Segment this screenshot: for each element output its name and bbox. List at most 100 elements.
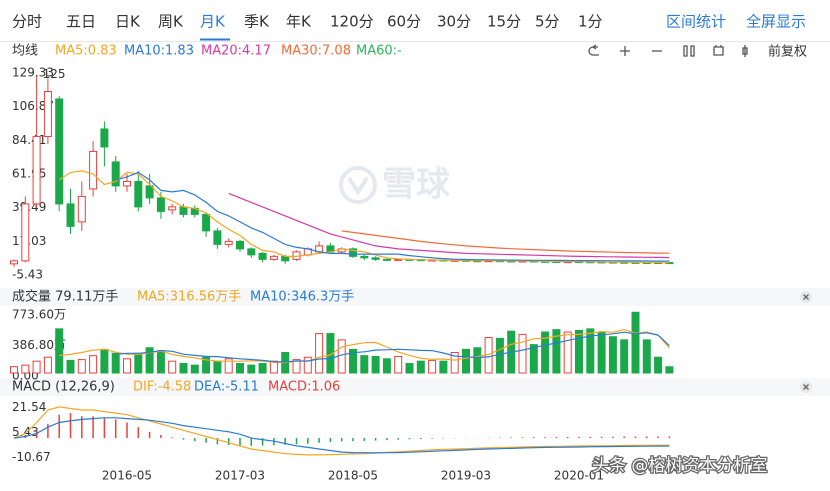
candle-icon[interactable] xyxy=(742,45,748,57)
close-x[interactable] xyxy=(803,384,809,390)
volume-bar xyxy=(292,359,301,374)
volume-bar xyxy=(258,363,267,374)
period-tab[interactable]: 5分 xyxy=(535,13,560,31)
adjust-mode[interactable]: 前复权 xyxy=(768,44,807,60)
y-tick-label: 21.54 xyxy=(12,400,46,414)
candle-body xyxy=(66,203,75,227)
volume-bar xyxy=(450,351,459,374)
period-tab[interactable]: 分时 xyxy=(12,13,42,31)
y-tick-label: -10.67 xyxy=(12,450,51,464)
volume-bar xyxy=(575,329,583,374)
y-tick-label: 84.41 xyxy=(12,133,46,147)
legend-entry: MA5:0.83 xyxy=(55,44,117,59)
period-tab[interactable]: 周K xyxy=(158,13,184,31)
zoom-in-icon[interactable] xyxy=(620,46,630,56)
x-tick-label: 2019-03 xyxy=(441,469,491,483)
volume-bar xyxy=(462,348,470,374)
candle-body xyxy=(179,206,188,215)
volume-bar xyxy=(236,363,244,374)
volume-bar xyxy=(326,333,335,374)
period-tab[interactable]: 1分 xyxy=(578,13,603,31)
period-tab[interactable]: 60分 xyxy=(387,13,421,31)
toolbar-icons xyxy=(588,44,748,57)
volume-bar xyxy=(168,360,177,374)
volume-bar xyxy=(100,348,109,374)
candle-body xyxy=(123,180,131,187)
legend-title: 均线 xyxy=(12,44,38,59)
volume-bar xyxy=(473,347,482,374)
candle-body xyxy=(202,213,211,232)
candle-body xyxy=(269,255,278,260)
volume-bar xyxy=(608,336,617,374)
period-tab[interactable]: 120分 xyxy=(330,13,374,31)
period-tab[interactable]: 日K xyxy=(115,13,141,31)
x-tick-label: 2017-03 xyxy=(215,469,265,483)
credit-watermark: 头条 @榕树资本分析室 xyxy=(592,456,767,476)
legend-entry: MA10:1.83 xyxy=(124,44,194,59)
volume-bar xyxy=(123,358,131,374)
volume-bar xyxy=(541,331,550,374)
candle-body xyxy=(21,203,30,262)
volume-bar xyxy=(665,366,674,374)
undo-icon[interactable] xyxy=(588,44,599,56)
volume-bar xyxy=(213,360,222,374)
x-tick-label: 2020-01 xyxy=(554,469,604,483)
logo-ring xyxy=(339,166,377,204)
legend-title: MACD (12,26,9) xyxy=(12,380,115,395)
volume-legend-row xyxy=(0,288,830,306)
indicator-line xyxy=(13,406,670,456)
fullscreen-button[interactable]: 全屏显示 xyxy=(746,13,806,31)
range-stats-button[interactable]: 区间统计 xyxy=(666,13,726,31)
calendar-icon[interactable] xyxy=(713,45,724,56)
candle-body xyxy=(145,185,154,199)
period-tab[interactable]: 月K xyxy=(200,13,226,31)
indicator-line xyxy=(115,331,670,363)
legend-entry: MA60:- xyxy=(356,44,402,59)
volume-bar xyxy=(529,344,538,374)
legend-entry: DIF:-4.58 xyxy=(133,380,191,395)
period-tab[interactable]: 季K xyxy=(244,13,270,31)
period-tab[interactable]: 年K xyxy=(286,13,312,31)
candle-body xyxy=(32,135,41,205)
volume-bar xyxy=(55,328,64,374)
watermark: 雪球 xyxy=(382,165,451,205)
close-x[interactable] xyxy=(803,294,809,300)
volume-bar xyxy=(77,359,86,374)
legend-entry: MACD:1.06 xyxy=(268,380,340,395)
y-tick-label: 773.60万 xyxy=(12,308,66,322)
legend-entry: MA30:7.08 xyxy=(281,44,351,59)
watermark-logo: 雪球 xyxy=(339,165,451,205)
volume-bar xyxy=(247,364,256,374)
volume-bar xyxy=(10,366,18,374)
volume-bar xyxy=(134,352,143,374)
candle-body xyxy=(77,195,86,223)
volume-bar xyxy=(145,347,154,374)
candle-body xyxy=(236,240,244,250)
period-tab[interactable]: 15分 xyxy=(487,13,521,31)
pause-icon[interactable] xyxy=(683,45,695,57)
volume-bar xyxy=(360,355,369,374)
volume-bar xyxy=(202,356,211,374)
period-tab[interactable]: 30分 xyxy=(437,13,471,31)
volume-bar xyxy=(224,358,233,374)
candle-body xyxy=(213,230,222,245)
period-tab[interactable]: 五日 xyxy=(66,13,96,31)
candle-body xyxy=(168,206,177,211)
volume-close[interactable] xyxy=(800,291,812,303)
candle-body xyxy=(349,248,357,257)
macd-close[interactable] xyxy=(800,381,812,393)
candle-body xyxy=(111,161,120,187)
volume-bar xyxy=(405,363,414,374)
indicator-line xyxy=(341,230,670,254)
volume-bar xyxy=(21,364,30,374)
volume-bar xyxy=(394,355,403,374)
y-tick-label: 106.87 xyxy=(12,99,54,113)
volume-bar xyxy=(111,352,120,374)
candle-body xyxy=(247,248,256,256)
volume-bar xyxy=(382,358,391,374)
volume-bar xyxy=(597,331,606,374)
volume-bar xyxy=(89,355,98,374)
volume-bar xyxy=(552,329,561,374)
